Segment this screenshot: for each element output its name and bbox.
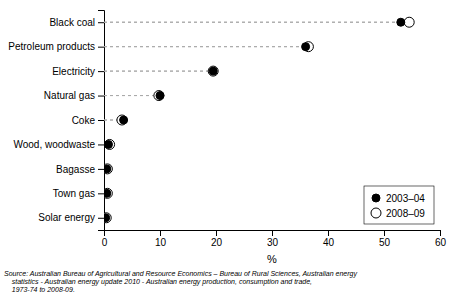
chart: 0 10 20 30 40 50 60 Black coal Petroleum product… (0, 0, 454, 302)
dot (104, 214, 110, 222)
y-tick: Solar energy (38, 212, 104, 223)
legend-item: 2008–09 (371, 208, 425, 219)
y-tick-mark (98, 144, 104, 145)
y-tick-mark (98, 218, 104, 219)
y-tick-label: Solar energy (38, 212, 95, 223)
y-tick: Bagasse (56, 164, 104, 175)
guide-line (104, 46, 308, 47)
x-tick-label: 0 (102, 237, 108, 248)
y-tick: Coke (72, 115, 104, 126)
guide-line (104, 71, 213, 72)
y-tick-mark (98, 47, 104, 48)
source-line: 1973-74 to 2008-09. (4, 286, 75, 293)
y-axis: Black coal Petroleum products Electricity N… (8, 11, 104, 231)
y-tick-label: Black coal (49, 17, 95, 28)
dot (105, 139, 115, 149)
y-tick-mark (98, 22, 104, 23)
dot (117, 115, 127, 125)
dot (154, 91, 164, 101)
y-tick-label: Wood, woodwaste (13, 139, 95, 150)
x-tick: 30 (267, 230, 279, 248)
x-tick: 20 (211, 230, 223, 248)
x-tick-mark (440, 230, 441, 236)
x-tick: 10 (155, 230, 167, 248)
guide-line (104, 95, 159, 96)
legend: 2003–04 2008–09 (364, 186, 434, 224)
dot (209, 67, 217, 75)
x-tick-label: 60 (435, 237, 447, 248)
y-tick: Electricity (52, 66, 104, 77)
dot (104, 165, 111, 173)
guide-line (104, 22, 409, 23)
x-tick-mark (328, 230, 329, 236)
plot: 0 10 20 30 40 50 60 Black coal Petroleum product… (8, 11, 446, 266)
x-tick-mark (216, 230, 217, 236)
y-tick-label: Petroleum products (8, 41, 95, 52)
dot (397, 18, 405, 26)
x-tick-label: 40 (323, 237, 335, 248)
dot (208, 66, 218, 76)
x-tick-mark (160, 230, 161, 236)
series (104, 18, 405, 222)
y-tick: Black coal (49, 17, 104, 28)
legend-label: 2008–09 (386, 208, 425, 219)
dot (404, 17, 414, 27)
x-tick-mark (384, 230, 385, 236)
dot (104, 164, 112, 174)
legend-item: 2003–04 (372, 193, 425, 204)
x-tick: 50 (379, 230, 391, 248)
x-tick-label: 10 (155, 237, 167, 248)
legend-frame (364, 186, 434, 224)
legend-symbol (372, 194, 380, 202)
y-axis-line (98, 11, 105, 231)
y-tick-label: Town gas (53, 188, 95, 199)
x-axis-title: % (267, 253, 277, 265)
dot (302, 43, 310, 51)
y-tick: Natural gas (44, 90, 104, 101)
y-tick-mark (98, 193, 104, 194)
x-tick-label: 50 (379, 237, 391, 248)
dot (104, 140, 112, 148)
x-tick: 60 (435, 230, 447, 248)
x-tick-label: 20 (211, 237, 223, 248)
dot (104, 213, 111, 223)
y-tick: Town gas (53, 188, 104, 199)
dot (120, 116, 128, 124)
y-tick: Wood, woodwaste (13, 139, 104, 150)
y-tick-mark (98, 120, 104, 121)
y-tick: Petroleum products (8, 41, 104, 52)
x-axis-line (105, 231, 441, 237)
x-tick: 40 (323, 230, 335, 248)
guide-lines (104, 22, 409, 218)
legend-label: 2003–04 (386, 193, 425, 204)
x-tick: 0 (102, 230, 108, 248)
source-line: Source: Australian Bureau of Agricultura… (4, 270, 357, 278)
y-tick-label: Coke (72, 115, 96, 126)
x-tick-mark (272, 230, 273, 236)
legend-symbol (371, 208, 381, 218)
dot (104, 189, 111, 197)
x-axis: 0 10 20 30 40 50 60 (102, 230, 447, 248)
y-tick-label: Bagasse (56, 164, 95, 175)
source-note: Source: Australian Bureau of Agricultura… (4, 270, 357, 293)
y-tick-mark (98, 71, 104, 72)
y-tick-label: Electricity (52, 66, 95, 77)
dot (156, 92, 164, 100)
source-line: statistics - Australian energy update 20… (4, 278, 312, 286)
x-tick-label: 30 (267, 237, 279, 248)
dot (104, 188, 112, 198)
y-tick-label: Natural gas (44, 90, 95, 101)
guide-line (104, 95, 160, 96)
y-tick-mark (98, 169, 104, 170)
y-tick-mark (98, 96, 104, 97)
guide-line (104, 71, 213, 72)
